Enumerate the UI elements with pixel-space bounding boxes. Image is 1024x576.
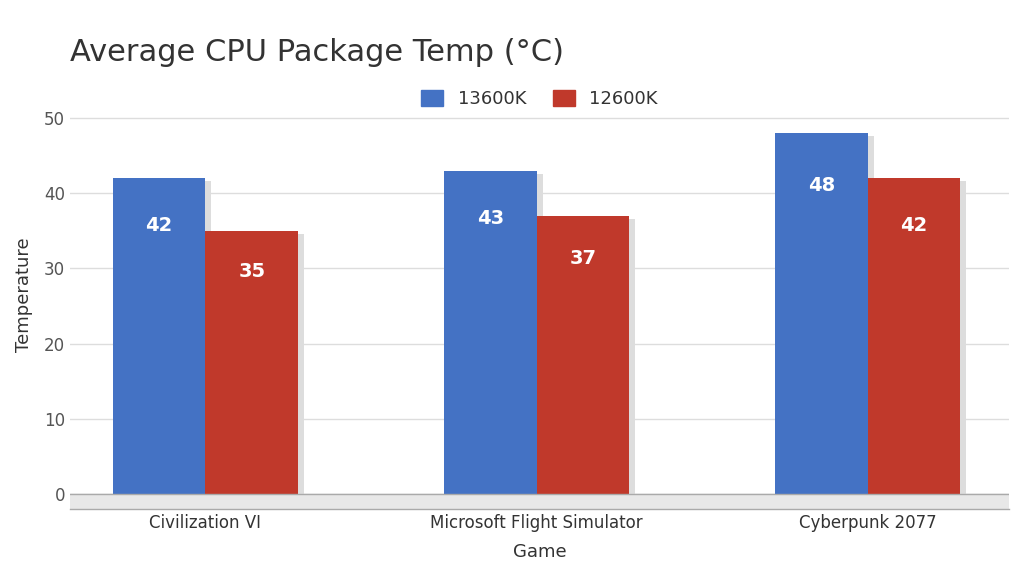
Bar [119,181,211,497]
Y-axis label: Temperature: Temperature [15,237,33,352]
Text: 37: 37 [569,249,596,268]
Text: 35: 35 [239,263,265,282]
Legend: 13600K, 12600K: 13600K, 12600K [413,81,667,118]
Text: 48: 48 [808,176,835,195]
Bar [70,494,1009,509]
Bar [775,133,867,494]
X-axis label: Game: Game [513,543,566,561]
Bar [543,219,635,497]
Text: 43: 43 [476,210,504,229]
Bar [450,174,543,497]
Text: 42: 42 [145,216,173,235]
Bar [867,178,961,494]
Bar [781,136,873,497]
Bar [873,181,967,497]
Bar [211,234,304,497]
Bar [537,216,630,494]
Text: Average CPU Package Temp (°C): Average CPU Package Temp (°C) [70,38,564,67]
Bar [113,178,206,494]
Bar [206,231,298,494]
Bar [443,170,537,494]
Text: 42: 42 [900,216,928,235]
